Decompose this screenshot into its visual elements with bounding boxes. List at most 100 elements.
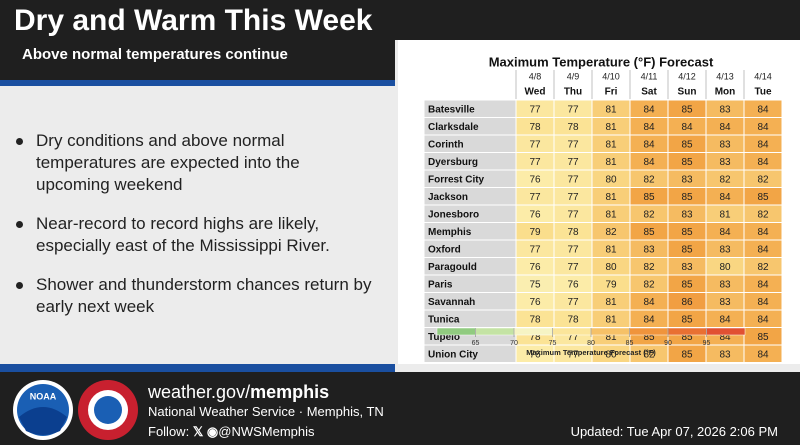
temp-value: 77 xyxy=(567,157,579,168)
temp-value: 82 xyxy=(643,262,655,273)
colorbar-tick-label: 95 xyxy=(703,340,711,347)
temp-value: 81 xyxy=(605,157,617,168)
temp-value: 83 xyxy=(719,349,731,360)
day-header: Sun xyxy=(678,87,697,98)
temp-value: 85 xyxy=(643,332,655,343)
accent-stripe xyxy=(0,80,395,86)
temp-value: 84 xyxy=(757,139,769,150)
temp-value: 84 xyxy=(757,314,769,325)
temp-value: 85 xyxy=(681,227,693,238)
day-header: Wed xyxy=(525,87,546,98)
temp-value: 83 xyxy=(719,104,731,115)
city-label: Oxford xyxy=(428,244,461,255)
colorbar-segment xyxy=(552,327,592,336)
colorbar-segment xyxy=(590,327,630,336)
temp-value: 83 xyxy=(719,157,731,168)
temp-value: 84 xyxy=(643,139,655,150)
temp-value: 78 xyxy=(567,314,579,325)
colorbar-tick-label: 90 xyxy=(664,340,672,347)
updated: Updated: Tue Apr 07, 2026 2:06 PM xyxy=(570,424,778,439)
temp-value: 82 xyxy=(643,174,655,185)
bullet: Dry conditions and above normal temperat… xyxy=(14,130,374,196)
temp-value: 82 xyxy=(643,279,655,290)
city-label: Batesville xyxy=(428,104,475,115)
logos: NOAA xyxy=(13,380,138,440)
city-label: Clarksdale xyxy=(428,122,479,133)
colorbar-tick-label: 70 xyxy=(510,340,518,347)
date-header: 4/10 xyxy=(602,71,620,81)
temp-value: 84 xyxy=(719,332,731,343)
temp-value: 81 xyxy=(605,314,617,325)
temp-value: 77 xyxy=(567,332,579,343)
temp-value: 84 xyxy=(757,157,769,168)
subtitle: Above normal temperatures continue xyxy=(22,46,288,63)
date-header: 4/12 xyxy=(678,71,696,81)
temp-value: 78 xyxy=(567,227,579,238)
date-header: 4/11 xyxy=(641,71,658,81)
temp-value: 81 xyxy=(605,139,617,150)
colorbar-tick-label: 80 xyxy=(587,340,595,347)
temp-value: 76 xyxy=(567,279,579,290)
city-label: Paris xyxy=(428,279,453,290)
temp-value: 84 xyxy=(757,122,769,133)
temp-value: 84 xyxy=(719,314,731,325)
bullet: Shower and thunderstorm chances return b… xyxy=(14,274,374,318)
handle: @NWSMemphis xyxy=(218,424,315,439)
temp-value: 83 xyxy=(681,209,693,220)
day-header: Fri xyxy=(605,87,618,98)
site-office: memphis xyxy=(250,382,330,402)
city-label: Jackson xyxy=(428,192,468,203)
temp-value: 86 xyxy=(681,297,693,308)
follow-label: Follow: xyxy=(148,424,190,439)
temp-value: 84 xyxy=(757,244,769,255)
site-prefix: weather.gov/ xyxy=(148,382,251,402)
temp-value: 82 xyxy=(757,262,769,273)
temp-value: 80 xyxy=(605,349,617,360)
colorbar-tick-label: 85 xyxy=(626,340,634,347)
temp-value: 83 xyxy=(719,139,731,150)
temp-value: 79 xyxy=(605,279,617,290)
temp-value: 77 xyxy=(529,157,541,168)
temp-value: 81 xyxy=(605,244,617,255)
city-label: Jonesboro xyxy=(428,209,479,220)
temp-value: 77 xyxy=(567,192,579,203)
temp-value: 78 xyxy=(567,122,579,133)
temp-value: 84 xyxy=(643,314,655,325)
city-label: Corinth xyxy=(428,139,464,150)
city-label: Tunica xyxy=(428,314,460,325)
city-label: Paragould xyxy=(428,262,477,273)
temp-value: 77 xyxy=(567,244,579,255)
colorbar-segment xyxy=(706,327,746,336)
temp-value: 77 xyxy=(529,104,541,115)
temp-value: 84 xyxy=(757,104,769,115)
temp-value: 84 xyxy=(757,279,769,290)
follow: Follow: 𝕏 ◉@NWSMemphis xyxy=(148,424,315,440)
temp-value: 80 xyxy=(605,174,617,185)
temp-value: 85 xyxy=(681,192,693,203)
temp-value: 81 xyxy=(605,297,617,308)
temp-value: 81 xyxy=(605,192,617,203)
temp-value: 84 xyxy=(643,157,655,168)
day-header: Sat xyxy=(641,87,657,98)
temp-value: 80 xyxy=(605,262,617,273)
date-header: 4/9 xyxy=(567,71,580,81)
colorbar-segment xyxy=(475,327,515,336)
temp-value: 83 xyxy=(719,297,731,308)
temp-value: 77 xyxy=(529,244,541,255)
colorbar-label: Maximum Temperature Forecast (°F) xyxy=(526,348,656,357)
temp-value: 79 xyxy=(529,227,541,238)
temp-value: 77 xyxy=(567,262,579,273)
temp-cell xyxy=(743,344,783,363)
temp-value: 77 xyxy=(567,104,579,115)
temp-value: 76 xyxy=(529,349,541,360)
temp-value: 83 xyxy=(681,174,693,185)
temp-value: 82 xyxy=(719,174,731,185)
day-header: Tue xyxy=(754,87,771,98)
temp-value: 85 xyxy=(757,192,769,203)
temp-value: 83 xyxy=(681,262,693,273)
title-band xyxy=(0,0,395,80)
temp-value: 82 xyxy=(605,227,617,238)
temp-value: 84 xyxy=(719,227,731,238)
temp-value: 81 xyxy=(605,122,617,133)
